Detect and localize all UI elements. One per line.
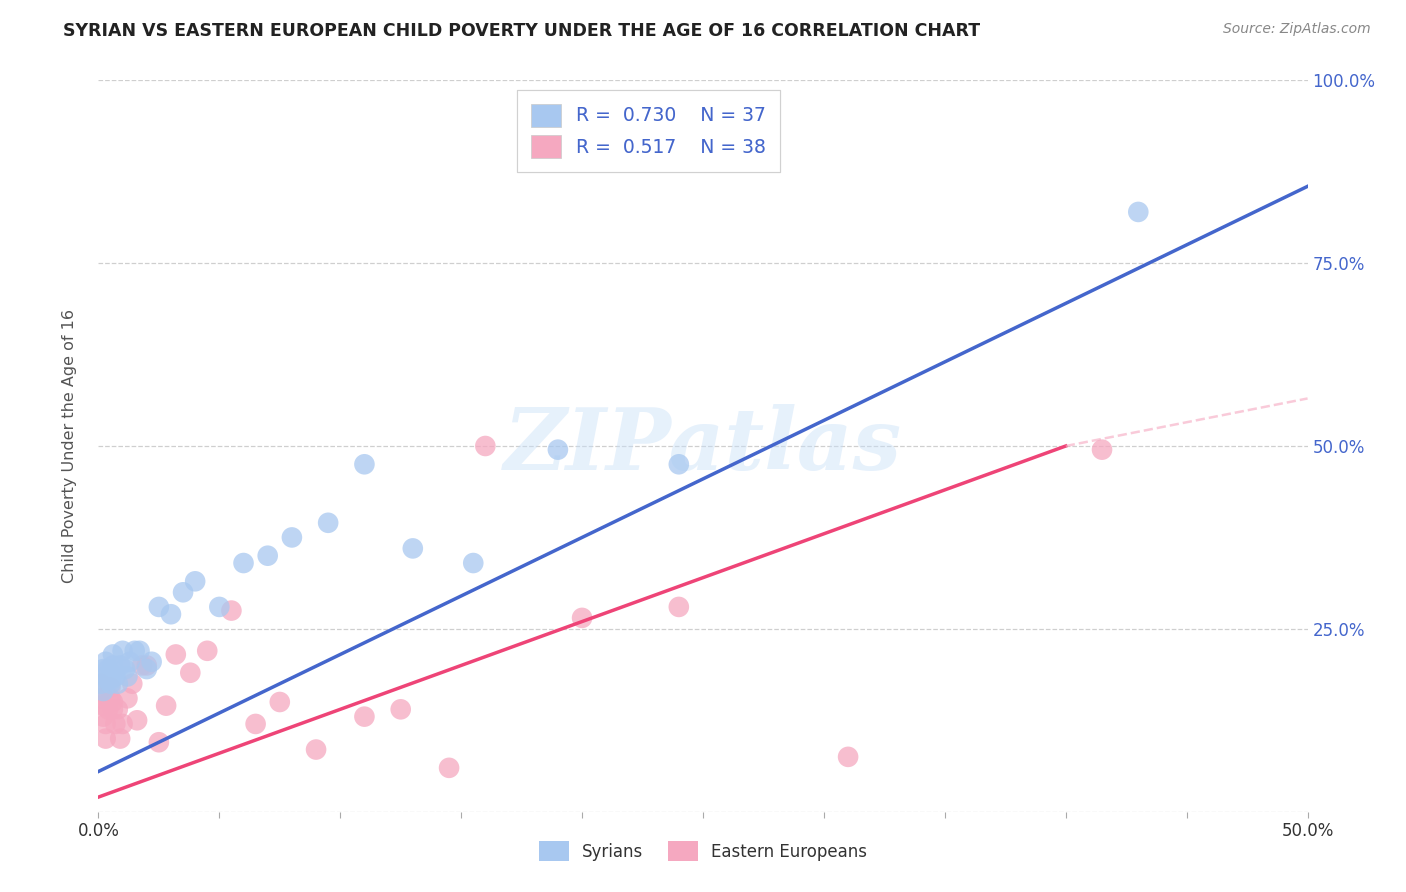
Point [135, 658, 157, 673]
Point [94, 669, 117, 683]
Point [148, 735, 170, 749]
Point [474, 439, 496, 453]
Point [437, 761, 460, 775]
Point [256, 549, 278, 563]
Point [94, 655, 117, 669]
Point [104, 669, 127, 683]
Point [104, 717, 127, 731]
Point [101, 695, 124, 709]
Point [155, 698, 177, 713]
Point [91, 698, 114, 713]
Point [91, 684, 114, 698]
Point [121, 676, 143, 690]
Point [316, 516, 339, 530]
Point [208, 599, 231, 614]
Point [108, 658, 131, 673]
Point [195, 644, 218, 658]
Text: Source: ZipAtlas.com: Source: ZipAtlas.com [1223, 22, 1371, 37]
Point [668, 599, 690, 614]
Point [107, 702, 129, 716]
Point [124, 644, 146, 658]
Text: SYRIAN VS EASTERN EUROPEAN CHILD POVERTY UNDER THE AGE OF 16 CORRELATION CHART: SYRIAN VS EASTERN EUROPEAN CHILD POVERTY… [63, 22, 980, 40]
Point [389, 702, 412, 716]
Point [668, 457, 690, 471]
Point [184, 574, 207, 589]
Point [1128, 205, 1150, 219]
Point [97, 702, 120, 716]
Point [97, 673, 120, 687]
Point [232, 556, 254, 570]
Point [245, 717, 267, 731]
Point [305, 742, 328, 756]
Point [165, 648, 187, 662]
Point [111, 717, 134, 731]
Point [100, 691, 122, 706]
Point [114, 662, 136, 676]
Point [131, 658, 153, 673]
Point [94, 731, 117, 746]
Point [221, 603, 243, 617]
Point [269, 695, 291, 709]
Point [571, 611, 593, 625]
Legend: Syrians, Eastern Europeans: Syrians, Eastern Europeans [526, 828, 880, 875]
Point [281, 530, 304, 544]
Point [108, 731, 131, 746]
Point [100, 676, 122, 690]
Point [179, 665, 201, 680]
Y-axis label: Child Poverty Under the Age of 16: Child Poverty Under the Age of 16 [62, 309, 77, 583]
Point [837, 749, 859, 764]
Point [118, 655, 141, 669]
Point [94, 717, 117, 731]
Point [117, 691, 139, 706]
Point [117, 669, 139, 683]
Point [463, 556, 485, 570]
Point [172, 585, 194, 599]
Point [90, 691, 112, 706]
Text: ZIPatlas: ZIPatlas [503, 404, 903, 488]
Point [91, 709, 114, 723]
Point [128, 644, 150, 658]
Point [100, 673, 122, 687]
Point [127, 714, 149, 728]
Point [100, 681, 122, 695]
Point [97, 662, 120, 676]
Point [353, 457, 375, 471]
Point [353, 709, 375, 723]
Point [402, 541, 425, 556]
Point [135, 662, 157, 676]
Point [91, 662, 114, 676]
Point [90, 676, 112, 690]
Point [148, 599, 170, 614]
Point [111, 644, 134, 658]
Point [101, 648, 124, 662]
Point [141, 655, 163, 669]
Point [107, 676, 129, 690]
Point [101, 658, 124, 673]
Point [90, 676, 112, 690]
Point [101, 702, 124, 716]
Legend: R =  0.730    N = 37, R =  0.517    N = 38: R = 0.730 N = 37, R = 0.517 N = 38 [517, 90, 780, 172]
Point [1091, 442, 1114, 457]
Point [97, 691, 120, 706]
Point [547, 442, 569, 457]
Point [160, 607, 183, 622]
